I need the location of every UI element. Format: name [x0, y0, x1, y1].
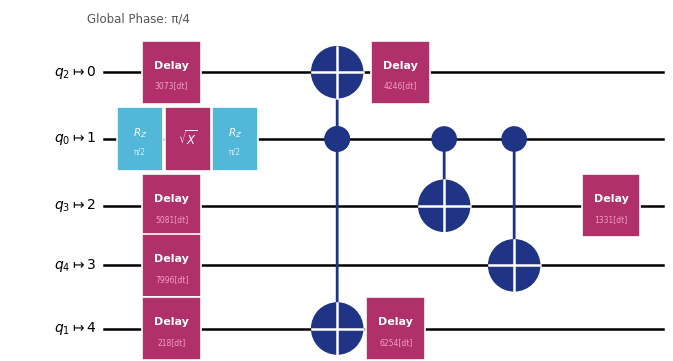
Text: 6254[dt]: 6254[dt]: [379, 338, 413, 347]
Text: $\sqrt{X}$: $\sqrt{X}$: [178, 130, 198, 148]
Ellipse shape: [325, 127, 349, 151]
Ellipse shape: [502, 127, 526, 151]
Ellipse shape: [489, 240, 540, 291]
Ellipse shape: [419, 180, 470, 231]
Text: $R_Z$: $R_Z$: [133, 126, 147, 140]
FancyBboxPatch shape: [581, 174, 641, 238]
Text: π/2: π/2: [134, 147, 146, 156]
Text: 5081[dt]: 5081[dt]: [155, 215, 188, 224]
Text: Delay: Delay: [154, 195, 189, 204]
Text: $R_Z$: $R_Z$: [227, 126, 242, 140]
Text: $q_0 \mapsto 1$: $q_0 \mapsto 1$: [55, 130, 96, 148]
Text: Delay: Delay: [383, 61, 418, 71]
Text: $q_1 \mapsto 4$: $q_1 \mapsto 4$: [54, 320, 96, 337]
Text: 7996[dt]: 7996[dt]: [155, 275, 188, 284]
FancyBboxPatch shape: [143, 234, 201, 297]
FancyBboxPatch shape: [371, 41, 429, 104]
FancyBboxPatch shape: [143, 41, 201, 104]
FancyBboxPatch shape: [165, 108, 211, 171]
Text: Delay: Delay: [154, 61, 189, 71]
FancyBboxPatch shape: [366, 297, 425, 360]
Text: Global Phase: π/4: Global Phase: π/4: [87, 13, 190, 26]
FancyBboxPatch shape: [143, 174, 201, 238]
Ellipse shape: [312, 47, 363, 98]
Ellipse shape: [432, 127, 456, 151]
Text: $q_3 \mapsto 2$: $q_3 \mapsto 2$: [55, 197, 96, 214]
Ellipse shape: [325, 127, 349, 151]
Text: Delay: Delay: [594, 195, 629, 204]
Text: 218[dt]: 218[dt]: [157, 338, 186, 347]
Text: Delay: Delay: [378, 317, 413, 327]
FancyBboxPatch shape: [143, 297, 201, 360]
Text: 3073[dt]: 3073[dt]: [155, 82, 188, 91]
Text: Delay: Delay: [154, 317, 189, 327]
Text: 1331[dt]: 1331[dt]: [594, 215, 628, 224]
FancyBboxPatch shape: [212, 108, 258, 171]
Text: 4246[dt]: 4246[dt]: [384, 82, 417, 91]
Text: π/2: π/2: [229, 147, 241, 156]
Text: Delay: Delay: [154, 254, 189, 264]
Text: $q_2 \mapsto 0$: $q_2 \mapsto 0$: [54, 64, 96, 81]
FancyBboxPatch shape: [117, 108, 163, 171]
Ellipse shape: [312, 303, 363, 354]
Text: $q_4 \mapsto 3$: $q_4 \mapsto 3$: [54, 257, 96, 274]
